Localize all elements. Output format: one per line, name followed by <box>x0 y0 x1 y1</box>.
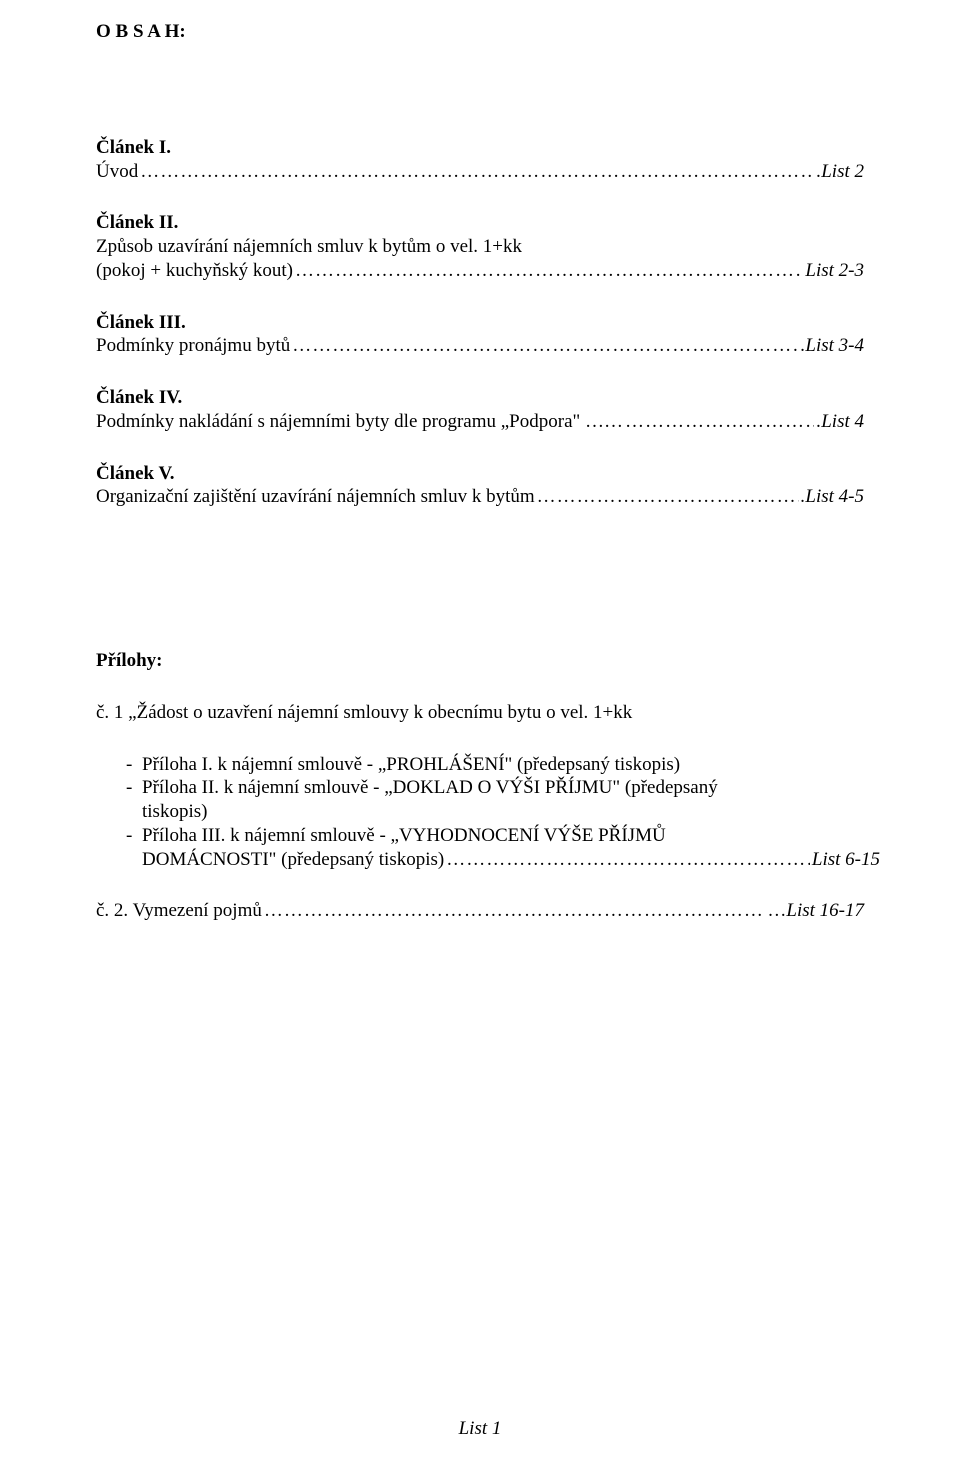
bullet-3-page: List 6-15 <box>812 848 880 872</box>
bullet-2-text: Příloha II. k nájemní smlouvě - „DOKLAD … <box>142 776 718 800</box>
bullet-3-text: Příloha III. k nájemní smlouvě - „VYHODN… <box>142 824 666 848</box>
section-4-text: Podmínky nakládání s nájemními byty dle … <box>96 410 623 434</box>
section-3-heading: Článek III. <box>96 311 864 335</box>
dash-icon: - <box>126 824 142 848</box>
leader-dots: …………………………………………………………………………………………………………… <box>625 410 814 434</box>
section-5-heading: Článek V. <box>96 462 864 486</box>
attachment-2-row: č. 2. Vymezení pojmů …………………………………………………… <box>96 899 864 923</box>
dash-icon: - <box>126 753 142 777</box>
section-2-line1: Způsob uzavírání nájemních smluv k bytům… <box>96 235 864 259</box>
dash-icon: - <box>126 776 142 800</box>
leader-dots: …………………………………………………………………………………………………………… <box>537 485 799 509</box>
leader-dots: …………………………………………………………………………………………………………… <box>295 259 803 283</box>
bullet-2: - Příloha II. k nájemní smlouvě - „DOKLA… <box>126 776 864 800</box>
section-1-row: Úvod ……………………………………………………………………………………………… <box>96 160 864 184</box>
section-3-text: Podmínky pronájmu bytů <box>96 334 290 358</box>
bullet-1: - Příloha I. k nájemní smlouvě - „PROHLÁ… <box>126 753 864 777</box>
section-5-text: Organizační zajištění uzavírání nájemníc… <box>96 485 535 509</box>
bullet-1-text: Příloha I. k nájemní smlouvě - „PROHLÁŠE… <box>142 753 680 777</box>
header-obsah: O B S A H: <box>96 20 864 44</box>
section-1-page: List 2 <box>821 160 864 184</box>
bullet-3-cont-text: DOMÁCNOSTI" (předepsaný tiskopis) <box>142 848 444 872</box>
bullet-3: - Příloha III. k nájemní smlouvě - „VYHO… <box>126 824 864 848</box>
attachment-1-line1: č. 1 „Žádost o uzavření nájemní smlouvy … <box>96 701 864 725</box>
section-5-row: Organizační zajištění uzavírání nájemníc… <box>96 485 864 509</box>
leader-dots: …………………………………………………………………………………………………………… <box>264 899 766 923</box>
leader-dots: …………………………………………………………………………………………………………… <box>292 334 798 358</box>
section-1-heading: Článek I. <box>96 136 864 160</box>
page-root: O B S A H: Článek I. Úvod ……………………………………… <box>0 0 960 1471</box>
leader-dots: …………………………………………………………………………………………………………… <box>446 848 810 872</box>
section-2-text2: (pokoj + kuchyňský kout) <box>96 259 293 283</box>
leader-dots: …………………………………………………………………………………………………………… <box>140 160 814 184</box>
leader-dots-extra: … <box>767 899 786 923</box>
attachment-2-page: List 16-17 <box>786 899 864 923</box>
attachment-2-text: č. 2. Vymezení pojmů <box>96 899 262 923</box>
section-4-page: List 4 <box>821 410 864 434</box>
section-4-heading: Článek IV. <box>96 386 864 410</box>
bullet-3-cont-row: DOMÁCNOSTI" (předepsaný tiskopis) ………………… <box>126 848 880 872</box>
attachments-heading: Přílohy: <box>96 649 864 673</box>
section-2-row: (pokoj + kuchyňský kout) ………………………………………… <box>96 259 864 283</box>
attachment-bullets: - Příloha I. k nájemní smlouvě - „PROHLÁ… <box>96 753 864 872</box>
section-1-text: Úvod <box>96 160 138 184</box>
section-2-page: List 2-3 <box>805 259 864 283</box>
section-2-heading: Článek II. <box>96 211 864 235</box>
bullet-2-cont: tiskopis) <box>126 800 864 824</box>
section-3-page: List 3-4 <box>805 334 864 358</box>
section-4-row: Podmínky nakládání s nájemními byty dle … <box>96 410 864 434</box>
section-3-row: Podmínky pronájmu bytů ……………………………………………… <box>96 334 864 358</box>
page-footer: List 1 <box>0 1417 960 1441</box>
section-5-page: List 4-5 <box>805 485 864 509</box>
